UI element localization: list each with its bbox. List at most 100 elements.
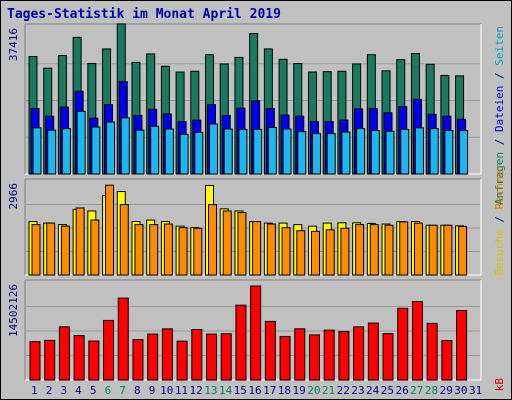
x-tick-label: 20	[307, 384, 320, 397]
bar-kb	[367, 322, 379, 381]
x-tick-label: 22	[337, 384, 350, 397]
bar-rechner	[237, 211, 247, 276]
bar-rechner	[208, 204, 218, 276]
bar-rechner	[369, 224, 379, 276]
bar-seiten	[179, 133, 189, 175]
bar-kb	[382, 333, 394, 381]
x-tick-label: 14	[219, 384, 233, 397]
bar-rechner	[119, 204, 129, 276]
x-tick-label: 5	[90, 384, 97, 397]
bar-kb	[294, 328, 306, 381]
bar-seiten	[32, 127, 42, 175]
bar-seiten	[459, 130, 469, 175]
bar-kb	[117, 297, 129, 381]
legend-part: Seiten	[493, 26, 506, 66]
x-tick-label: 15	[234, 384, 247, 397]
x-tick-label: 21	[322, 384, 335, 397]
bar-seiten	[414, 127, 424, 175]
bar-kb	[235, 304, 247, 381]
legend-part: /	[493, 209, 506, 229]
bar-kb	[58, 326, 70, 381]
bar-kb	[308, 334, 320, 381]
bar-seiten	[47, 129, 57, 175]
legend-bottom: kB	[493, 378, 506, 392]
bar-kb	[132, 339, 144, 381]
bar-seiten	[135, 129, 145, 175]
bar-seiten	[356, 128, 366, 175]
bar-seiten	[194, 131, 204, 175]
x-tick-label: 26	[395, 384, 408, 397]
bar-rechner	[222, 210, 232, 276]
bar-kb	[191, 329, 203, 381]
bar-seiten	[223, 128, 233, 175]
bar-rechner	[266, 223, 276, 276]
bar-seiten	[150, 125, 160, 175]
bar-kb	[397, 307, 409, 381]
bar-rechner	[458, 225, 468, 276]
bar-seiten	[253, 128, 263, 175]
bar-kb	[147, 333, 159, 381]
bar-seiten	[370, 130, 380, 175]
bar-rechner	[355, 224, 365, 276]
legend-top: Anfragen / Dateien / Seiten	[493, 26, 506, 205]
legend-part: /	[493, 132, 506, 152]
bar-seiten	[120, 117, 130, 175]
bar-kb	[29, 341, 41, 381]
bar-seiten	[164, 128, 174, 175]
bar-rechner	[413, 222, 423, 276]
bar-rechner	[296, 230, 306, 276]
bar-kb	[264, 320, 276, 381]
max-label-top: 37416	[7, 28, 20, 61]
bar-seiten	[326, 133, 336, 175]
bar-kb	[456, 310, 468, 381]
bar-kb	[220, 333, 232, 381]
x-tick-label: 30	[454, 384, 467, 397]
bar-rechner	[178, 227, 188, 276]
x-tick-label: 11	[175, 384, 188, 397]
x-tick-label: 17	[263, 384, 276, 397]
max-label-mid: 2966	[7, 183, 20, 210]
bar-kb	[338, 331, 350, 381]
x-tick-label: 31	[469, 384, 482, 397]
bar-rechner	[281, 227, 291, 276]
bar-kb	[411, 301, 423, 381]
x-tick-label: 3	[60, 384, 67, 397]
bar-seiten	[76, 110, 86, 175]
bar-rechner	[75, 207, 85, 276]
bar-kb	[426, 322, 438, 381]
bar-rechner	[325, 229, 335, 276]
bar-kb	[103, 319, 115, 381]
x-tick-label: 27	[410, 384, 423, 397]
bar-seiten	[385, 130, 395, 175]
bar-kb	[88, 340, 100, 381]
bar-seiten	[311, 133, 321, 175]
legend-part: Besuche	[493, 229, 506, 275]
x-tick-label: 2	[46, 384, 53, 397]
bar-rechner	[193, 227, 203, 276]
x-tick-label: 12	[190, 384, 203, 397]
bar-rechner	[60, 225, 70, 276]
max-label-bottom: 14502126	[7, 284, 20, 337]
bar-seiten	[91, 126, 101, 175]
x-tick-label: 24	[366, 384, 380, 397]
bar-seiten	[429, 128, 439, 175]
bar-rechner	[310, 230, 320, 276]
x-tick-label: 7	[119, 384, 126, 397]
bar-seiten	[400, 128, 410, 175]
bar-rechner	[384, 224, 394, 276]
x-tick-label: 8	[134, 384, 141, 397]
bar-kb	[161, 328, 173, 381]
legend-part: /	[493, 66, 506, 86]
x-tick-label: 25	[381, 384, 394, 397]
bar-kb	[44, 339, 56, 381]
bar-rechner	[428, 224, 438, 276]
x-tick-label: 29	[440, 384, 453, 397]
bar-seiten	[297, 131, 307, 175]
x-tick-label: 1	[31, 384, 38, 397]
legend-part: Dateien	[493, 86, 506, 132]
x-tick-label: 28	[425, 384, 438, 397]
bar-kb	[73, 335, 85, 381]
bar-rechner	[31, 224, 41, 276]
bar-rechner	[252, 221, 262, 276]
